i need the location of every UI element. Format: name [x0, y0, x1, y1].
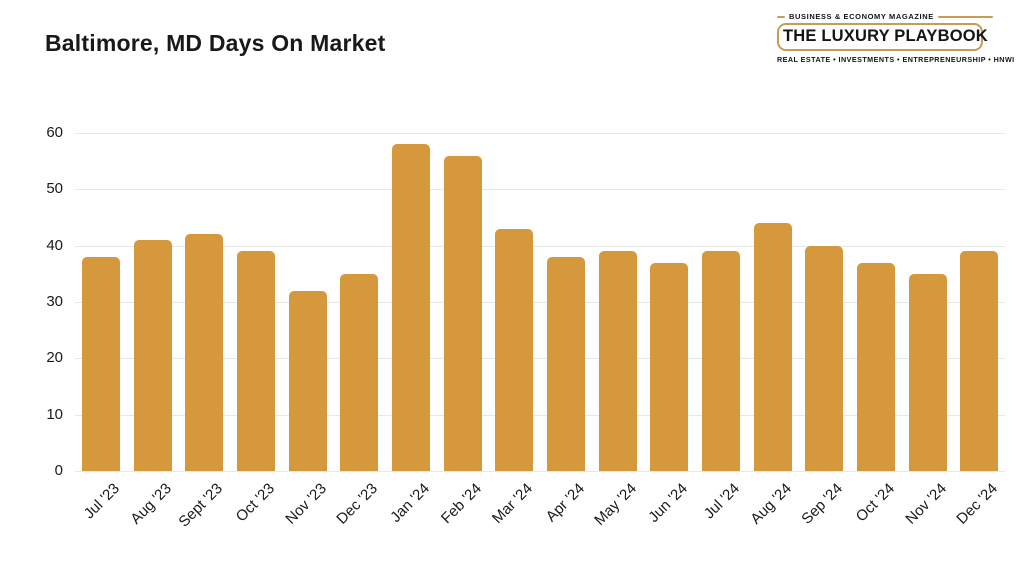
- x-tick-label: Jul '23: [80, 480, 123, 523]
- y-tick-label: 20: [46, 349, 63, 367]
- x-tick-label: Jan '24: [386, 480, 433, 526]
- gridline: [75, 358, 1005, 360]
- publisher-logo: BUSINESS & ECONOMY MAGAZINE THE LUXURY P…: [777, 12, 1015, 64]
- chart-title: Baltimore, MD Days On Market: [45, 30, 386, 56]
- logo-tagline-bottom: REAL ESTATE • INVESTMENTS • ENTREPRENEUR…: [777, 55, 1015, 64]
- bar-jun-24: [650, 262, 689, 471]
- y-tick-label: 10: [46, 405, 63, 423]
- gridline: [75, 133, 1005, 134]
- bar-may-24: [598, 251, 637, 471]
- bar-dec-24: [960, 251, 999, 471]
- gridline: [75, 245, 1005, 247]
- bar-oct-23: [236, 251, 275, 471]
- bar-sept-23: [185, 234, 224, 471]
- bar-aug-24: [753, 223, 792, 471]
- bar-dec-23: [340, 273, 379, 471]
- y-tick-label: 0: [54, 462, 63, 479]
- gridline: [75, 414, 1005, 416]
- x-tick-label: Jul '24: [700, 480, 743, 523]
- bar-feb-24: [443, 155, 482, 471]
- bar-nov-23: [288, 290, 327, 471]
- y-tick-label: 30: [46, 293, 63, 310]
- x-tick-label: May '24: [590, 480, 640, 529]
- x-tick-label: Oct '24: [852, 480, 898, 526]
- y-tick-label: 50: [46, 180, 63, 198]
- gridline: [75, 302, 1005, 303]
- x-tick-label: Jun '24: [645, 480, 692, 526]
- x-tick-label: Sept '23: [175, 480, 227, 531]
- x-tick-label: Feb '24: [437, 480, 485, 528]
- bar-jul-23: [81, 256, 120, 471]
- x-tick-label: Dec '23: [333, 480, 382, 528]
- y-tick-label: 40: [46, 236, 63, 254]
- x-tick-label: Nov '24: [901, 480, 950, 528]
- x-tick-label: Nov '23: [281, 480, 330, 528]
- x-tick-label: Dec '24: [953, 480, 1002, 528]
- bar-sep-24: [805, 245, 844, 471]
- gridline: [75, 189, 1005, 191]
- bar-jan-24: [391, 144, 430, 471]
- x-tick-label: Sep '24: [798, 480, 847, 528]
- bar-nov-24: [908, 273, 947, 471]
- y-tick-label: 60: [46, 124, 63, 141]
- bar-aug-23: [133, 240, 172, 471]
- logo-tagline-top-text: BUSINESS & ECONOMY MAGAZINE: [789, 12, 934, 21]
- x-tick-label: Aug '23: [126, 480, 175, 528]
- logo-rule-right: [937, 15, 993, 18]
- x-tick-label: Aug '24: [746, 480, 795, 528]
- bar-jul-24: [701, 251, 740, 471]
- logo-tagline-top: BUSINESS & ECONOMY MAGAZINE: [777, 12, 993, 21]
- bar-oct-24: [856, 262, 895, 471]
- bar-apr-24: [546, 256, 585, 471]
- bar-mar-24: [495, 228, 534, 471]
- x-tick-label: Mar '24: [489, 480, 537, 528]
- logo-rule-left: [777, 15, 785, 18]
- gridline: [75, 471, 1005, 472]
- logo-wordmark: THE LUXURY PLAYBOOK: [777, 23, 988, 51]
- x-tick-label: Oct '23: [232, 480, 278, 526]
- x-tick-label: Apr '24: [542, 480, 588, 526]
